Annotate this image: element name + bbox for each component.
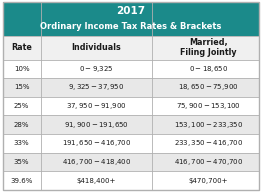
Text: Individuals: Individuals	[72, 43, 121, 52]
Text: $153,100 - $233,350: $153,100 - $233,350	[174, 120, 243, 130]
Text: $418,400+: $418,400+	[77, 178, 116, 184]
Bar	[3, 134, 259, 153]
Text: $18,650 - $75,900: $18,650 - $75,900	[178, 83, 238, 93]
Bar	[3, 36, 259, 60]
Bar	[3, 97, 259, 115]
Text: Married,
Filing Jointly: Married, Filing Jointly	[180, 38, 237, 57]
Bar	[3, 2, 259, 36]
Text: $233,350 - $416,700: $233,350 - $416,700	[174, 138, 243, 148]
Text: 33%: 33%	[14, 141, 29, 146]
Text: $416,700 - $418,400: $416,700 - $418,400	[62, 157, 131, 167]
Text: 15%: 15%	[14, 84, 29, 90]
Text: $37,950 - $91,900: $37,950 - $91,900	[66, 101, 127, 111]
Text: 35%: 35%	[14, 159, 29, 165]
Bar	[3, 60, 259, 78]
Text: $0-$9,325: $0-$9,325	[79, 64, 113, 74]
Text: 39.6%: 39.6%	[10, 178, 33, 184]
Bar	[3, 78, 259, 97]
Text: 10%: 10%	[14, 66, 29, 72]
Text: $75,900 - $153,100: $75,900 - $153,100	[176, 101, 241, 111]
Text: Rate: Rate	[11, 43, 32, 52]
Text: 2017: 2017	[116, 6, 146, 17]
Bar	[3, 153, 259, 171]
Text: $0 - $18,650: $0 - $18,650	[189, 64, 228, 74]
Text: $470,700+: $470,700+	[189, 178, 228, 184]
Text: $9,325 - $37,950: $9,325 - $37,950	[68, 83, 124, 93]
Text: $416,700- $470,700: $416,700- $470,700	[174, 157, 243, 167]
Text: $191,650 - $416,700: $191,650 - $416,700	[62, 138, 131, 148]
Text: $91,900 - $191,650: $91,900 - $191,650	[64, 120, 129, 130]
Text: 25%: 25%	[14, 103, 29, 109]
Text: Ordinary Income Tax Rates & Brackets: Ordinary Income Tax Rates & Brackets	[40, 22, 222, 31]
Bar	[3, 171, 259, 190]
Bar	[3, 115, 259, 134]
Text: 28%: 28%	[14, 122, 29, 128]
